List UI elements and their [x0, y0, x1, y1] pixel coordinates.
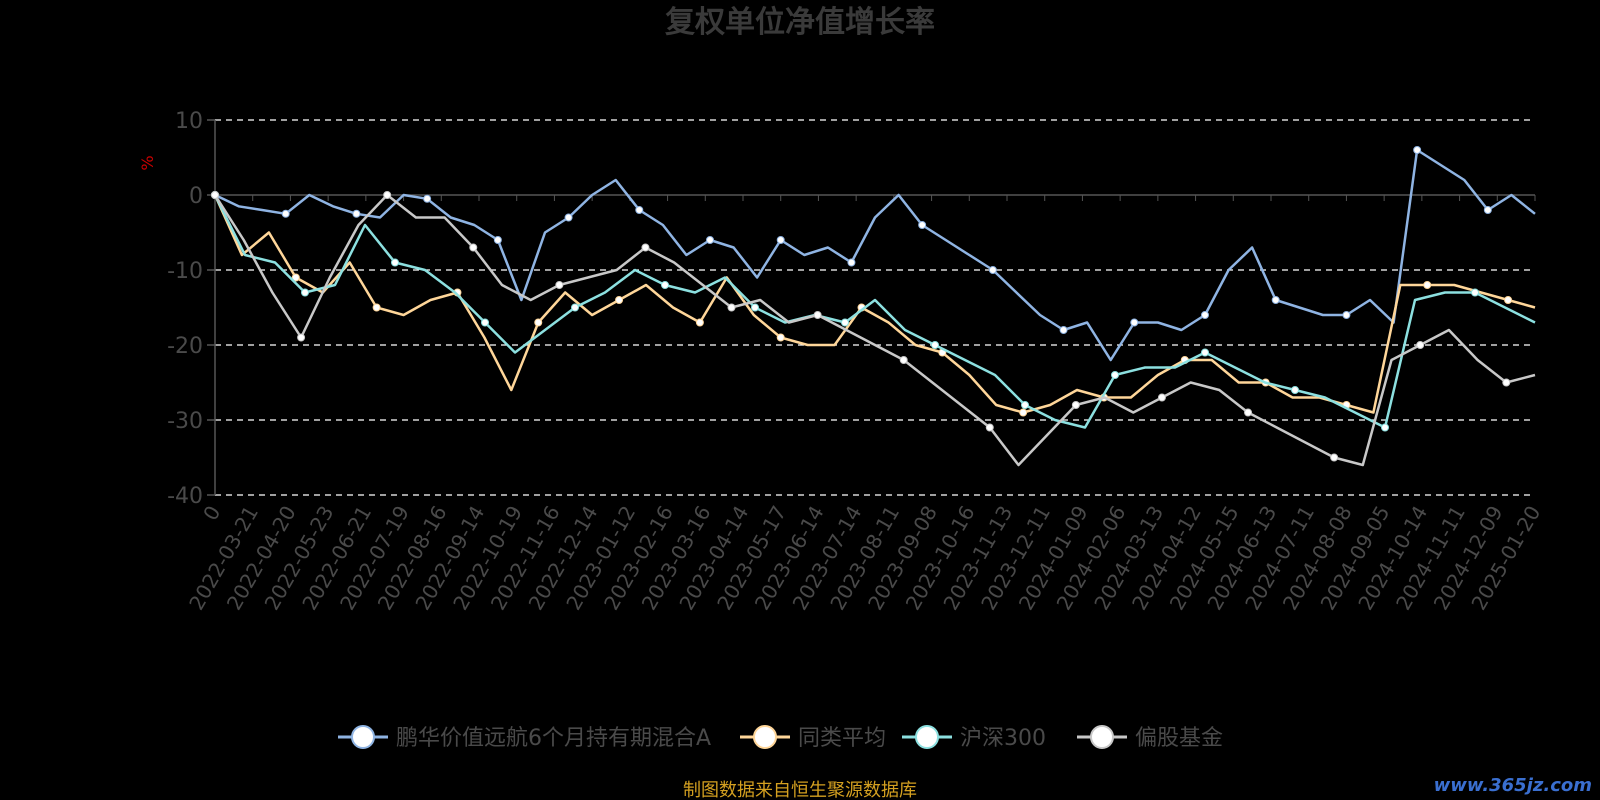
y-tick-label: -10	[167, 259, 203, 284]
legend-marker-icon	[1090, 725, 1114, 749]
source-note: 制图数据来自恒生聚源数据库	[683, 780, 917, 800]
series-point	[1330, 453, 1339, 462]
series-point	[391, 258, 399, 267]
series-point	[1111, 371, 1119, 379]
series-point	[1416, 341, 1425, 349]
series-point	[1504, 296, 1513, 304]
series-point	[899, 356, 908, 364]
series-line-3	[213, 193, 1536, 467]
series-point	[1157, 393, 1166, 402]
series-point	[1071, 401, 1080, 409]
series-point	[469, 243, 478, 252]
series-point	[1019, 408, 1028, 417]
y-tick-label: 0	[189, 184, 203, 209]
series-point	[918, 221, 927, 229]
series-point	[1291, 386, 1299, 394]
series-point	[813, 311, 822, 319]
series-point	[635, 206, 644, 214]
series-point	[1342, 311, 1351, 319]
series-line-0	[214, 148, 1536, 362]
series-point	[776, 333, 785, 342]
series-point	[776, 236, 785, 244]
chart-title: 复权单位净值增长率	[665, 5, 935, 40]
series-point	[297, 333, 306, 342]
series-point	[564, 213, 573, 222]
series-point	[493, 236, 502, 244]
x-tick-labels: 02022-03-212022-04-202022-05-232022-06-2…	[184, 501, 1545, 614]
legend-item-0[interactable]: 鹏华价值远航6个月持有期混合A	[338, 725, 711, 751]
y-axis-unit-label: %	[138, 155, 157, 170]
legend-label: 鹏华价值远航6个月持有期混合A	[396, 726, 711, 751]
y-tick-label: -30	[167, 409, 203, 434]
series-point	[727, 303, 736, 312]
gridlines	[207, 119, 1536, 496]
series-point	[352, 209, 361, 218]
series-line-2	[213, 194, 1536, 429]
legend-marker-icon	[351, 725, 375, 749]
legend-label: 偏股基金	[1135, 726, 1223, 751]
series-point	[1130, 318, 1139, 327]
series-point	[661, 281, 669, 289]
legend-item-1[interactable]: 同类平均	[740, 725, 886, 751]
legend-label: 同类平均	[798, 726, 886, 751]
y-tick-label: -20	[167, 334, 203, 359]
series-point	[985, 423, 994, 432]
series-lines	[211, 146, 1536, 467]
y-tick-label: -40	[167, 484, 203, 509]
series-point	[534, 318, 543, 327]
series-point	[481, 318, 489, 327]
series-point	[1271, 296, 1280, 304]
series-point	[931, 341, 939, 349]
series-point	[1413, 146, 1422, 154]
legend-marker-icon	[753, 725, 777, 749]
series-point	[988, 266, 997, 274]
series-point	[1423, 281, 1432, 289]
legend-label: 沪深300	[960, 726, 1046, 751]
series-point	[301, 288, 309, 297]
series-line-1	[213, 194, 1536, 414]
series-point	[841, 318, 849, 327]
series-point	[555, 281, 564, 289]
series-point	[1471, 288, 1479, 297]
legend[interactable]: 鹏华价值远航6个月持有期混合A 同类平均 沪深300 偏股基金	[338, 725, 1223, 751]
series-point	[751, 303, 759, 312]
series-point	[1021, 401, 1029, 409]
legend-item-3[interactable]: 偏股基金	[1077, 725, 1223, 751]
series-point	[1201, 348, 1209, 357]
series-point	[1244, 408, 1253, 417]
series-point	[281, 209, 290, 218]
series-point	[372, 303, 381, 312]
series-point	[1059, 326, 1068, 334]
series-point	[571, 303, 579, 312]
series-point	[847, 258, 856, 267]
watermark: www.365jz.com	[1433, 775, 1592, 796]
series-point	[706, 236, 714, 244]
y-tick-labels: 10 0 -10 -20 -30 -40	[167, 109, 203, 509]
series-point	[383, 191, 392, 199]
series-point	[615, 296, 624, 304]
series-point	[423, 194, 432, 203]
series-point	[211, 191, 219, 199]
legend-marker-icon	[915, 725, 939, 749]
y-tick-label: 10	[175, 109, 203, 134]
series-point	[1483, 206, 1492, 214]
series-point	[641, 243, 650, 252]
series-point	[1201, 311, 1209, 319]
series-point	[291, 273, 300, 282]
x-tick-label: 0	[198, 502, 225, 525]
series-point	[695, 318, 704, 327]
legend-item-2[interactable]: 沪深300	[902, 725, 1046, 751]
series-point	[1502, 378, 1511, 387]
series-point	[1381, 423, 1389, 432]
